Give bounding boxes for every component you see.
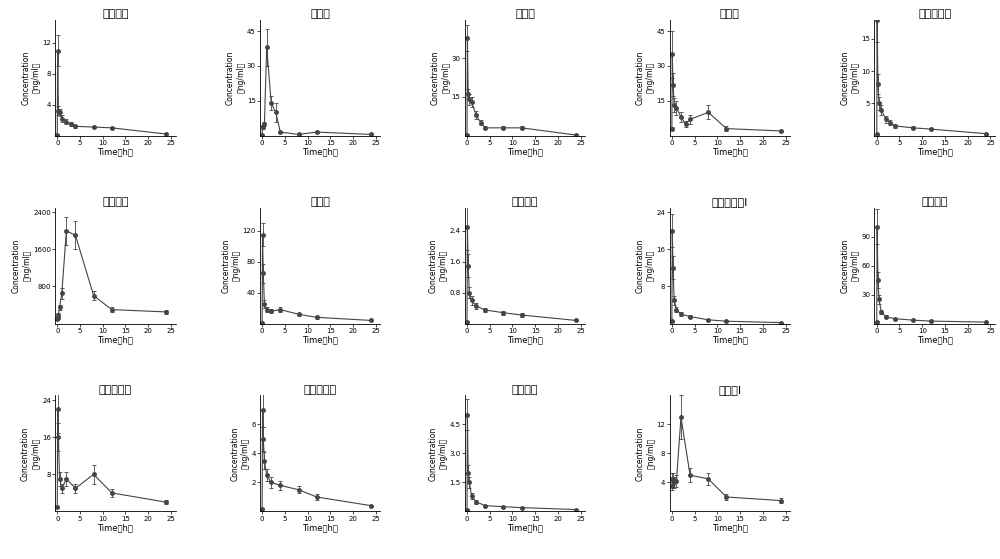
Y-axis label: Concentration
（ng/ml）: Concentration （ng/ml） — [21, 50, 41, 105]
Y-axis label: Concentration
（ng/ml）: Concentration （ng/ml） — [429, 427, 448, 481]
X-axis label: Time（h）: Time（h） — [712, 523, 748, 532]
Title: 芚糖甘草苷: 芚糖甘草苷 — [918, 9, 951, 19]
X-axis label: Time（h）: Time（h） — [917, 147, 953, 156]
Title: 隐丹参酮: 隐丹参酮 — [921, 197, 948, 207]
X-axis label: Time（h）: Time（h） — [507, 523, 543, 532]
Title: 芒柄花素: 芒柄花素 — [512, 385, 538, 395]
X-axis label: Time（h）: Time（h） — [712, 147, 748, 156]
Y-axis label: Concentration
（ng/ml）: Concentration （ng/ml） — [636, 50, 655, 105]
Y-axis label: Concentration
（ng/ml）: Concentration （ng/ml） — [230, 427, 250, 481]
Title: 二氢丹参酮Ⅰ: 二氢丹参酮Ⅰ — [712, 197, 748, 207]
Y-axis label: Concentration
（ng/ml）: Concentration （ng/ml） — [12, 238, 31, 293]
X-axis label: Time（h）: Time（h） — [97, 147, 133, 156]
Title: 绿原酸: 绿原酸 — [720, 9, 740, 19]
Y-axis label: Concentration
（ng/ml）: Concentration （ng/ml） — [226, 50, 245, 105]
Y-axis label: Concentration
（ng/ml）: Concentration （ng/ml） — [636, 238, 655, 293]
Y-axis label: Concentration
（ng/ml）: Concentration （ng/ml） — [431, 50, 450, 105]
Y-axis label: Concentration
（ng/ml）: Concentration （ng/ml） — [841, 238, 860, 293]
X-axis label: Time（h）: Time（h） — [302, 147, 338, 156]
Title: 甘草素: 甘草素 — [310, 9, 330, 19]
Y-axis label: Concentration
（ng/ml）: Concentration （ng/ml） — [222, 238, 241, 293]
Title: 甘草苷: 甘草苷 — [515, 9, 535, 19]
Title: 异甘草素: 异甘草素 — [512, 197, 538, 207]
Y-axis label: Concentration
（ng/ml）: Concentration （ng/ml） — [21, 427, 40, 481]
X-axis label: Time（h）: Time（h） — [507, 147, 543, 156]
X-axis label: Time（h）: Time（h） — [302, 335, 338, 344]
X-axis label: Time（h）: Time（h） — [507, 335, 543, 344]
X-axis label: Time（h）: Time（h） — [712, 335, 748, 344]
X-axis label: Time（h）: Time（h） — [917, 335, 953, 344]
Y-axis label: Concentration
（ng/ml）: Concentration （ng/ml） — [636, 427, 655, 481]
X-axis label: Time（h）: Time（h） — [97, 335, 133, 344]
Title: 异甘草苷: 异甘草苷 — [102, 9, 129, 19]
Title: 甘草酸: 甘草酸 — [310, 197, 330, 207]
Y-axis label: Concentration
（ng/ml）: Concentration （ng/ml） — [429, 238, 448, 293]
Title: 甘草次酸: 甘草次酸 — [102, 197, 129, 207]
X-axis label: Time（h）: Time（h） — [302, 523, 338, 532]
Title: 毛蕊花糖苷: 毛蕊花糖苷 — [99, 385, 132, 395]
Title: 丹参酮Ⅰ: 丹参酮Ⅰ — [718, 385, 741, 395]
Title: 毛蕊异黄酮: 毛蕊异黄酮 — [304, 385, 337, 395]
Y-axis label: Concentration
（ng/ml）: Concentration （ng/ml） — [841, 50, 860, 105]
X-axis label: Time（h）: Time（h） — [97, 523, 133, 532]
